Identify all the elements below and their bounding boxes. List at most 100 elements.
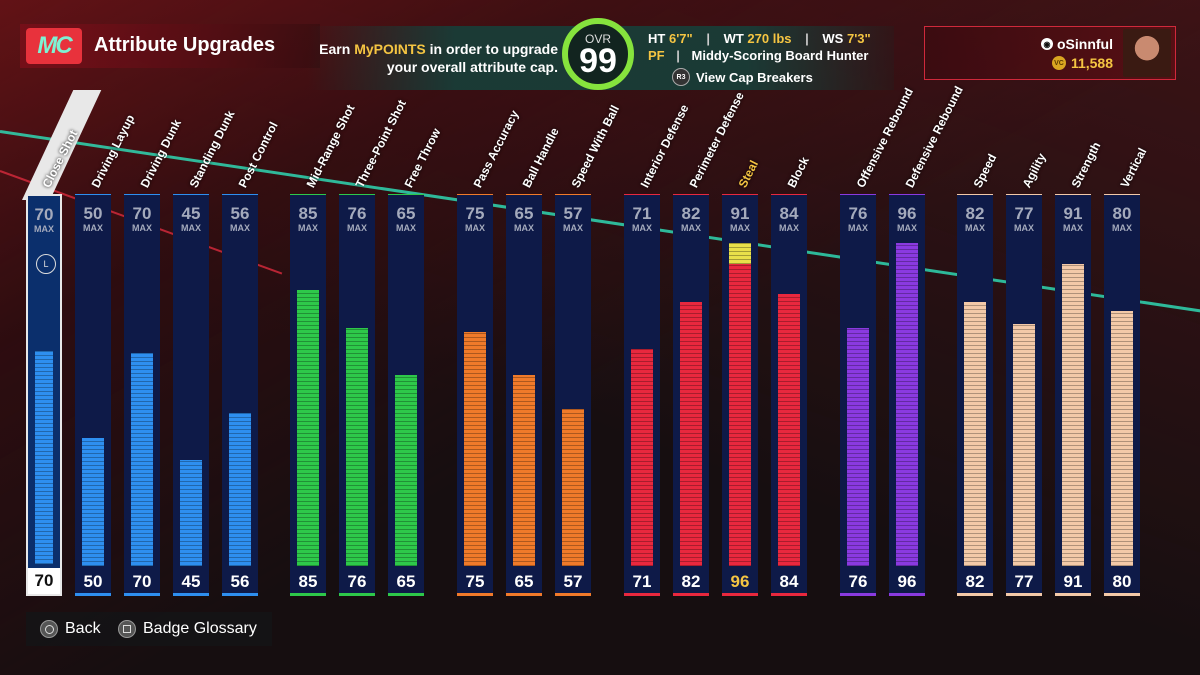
attribute-bar-free-throw[interactable]: 65 MAX 65 [388,194,424,596]
attribute-cap: 76 [347,204,367,223]
attribute-fill [346,328,368,566]
vc-row: VC 11,588 [1051,55,1113,71]
attribute-bar-steal[interactable]: 91 MAX 96 [722,194,758,596]
attribute-boost [729,243,751,264]
max-label: MAX [514,223,534,233]
attribute-fill [229,413,251,566]
vc-balance: 11,588 [1070,55,1113,71]
max-label: MAX [181,223,201,233]
attribute-bar-pass-accuracy[interactable]: 75 MAX 75 [457,194,493,596]
ws-value: 7'3" [846,31,871,46]
attribute-fill [131,353,153,566]
group-underline [771,593,807,596]
attribute-bar-agility[interactable]: 77 MAX 77 [1006,194,1042,596]
attribute-fill [1111,311,1133,566]
attribute-fill [847,328,869,566]
attribute-cap: 45 [181,204,201,223]
badge-glossary-button[interactable]: Badge Glossary [118,620,257,638]
attribute-cap: 57 [563,204,583,223]
group-underline [722,593,758,596]
attribute-label: Block [784,154,812,190]
attribute-fill [35,351,53,564]
max-label: MAX [298,223,318,233]
attribute-bar-close-shot[interactable]: 70 MAX L 70 [26,194,62,596]
attribute-bar-perimeter-defense[interactable]: 82 MAX 82 [673,194,709,596]
attribute-bar-interior-defense[interactable]: 71 MAX 71 [624,194,660,596]
attribute-fill [562,409,584,566]
attribute-bar-post-control[interactable]: 56 MAX 56 [222,194,258,596]
max-label: MAX [1063,223,1083,233]
username-row: ◉ oSinnful [1041,36,1113,52]
attribute-cap: 65 [396,204,416,223]
view-cap-breakers-button[interactable]: R3 View Cap Breakers [672,68,813,86]
attribute-cap: 56 [230,204,250,223]
circle-button-icon [40,620,58,638]
max-label: MAX [681,223,701,233]
attribute-value: 96 [730,572,750,591]
attribute-fill [1013,324,1035,566]
attribute-bar-defensive-rebound[interactable]: 96 MAX 96 [889,194,925,596]
attribute-label: Pass Accuracy [470,107,522,190]
wt-value: 270 lbs [747,31,792,46]
max-label: MAX [1014,223,1034,233]
max-label: MAX [465,223,485,233]
group-underline [290,593,326,596]
back-button[interactable]: Back [40,620,101,638]
attribute-value: 65 [396,572,416,591]
attribute-value: 82 [681,572,701,591]
attribute-label: Defensive Rebound [902,83,966,190]
attribute-value: 96 [897,572,917,591]
attribute-value: 56 [230,572,250,591]
attribute-label: Agility [1019,150,1049,190]
attribute-value: 85 [298,572,318,591]
attribute-cap: 65 [514,204,534,223]
attribute-fill [395,375,417,566]
attribute-bar-offensive-rebound[interactable]: 76 MAX 76 [840,194,876,596]
attribute-fill [513,375,535,566]
square-button-icon [118,620,136,638]
max-label: MAX [230,223,250,233]
attribute-label: Standing Dunk [186,108,238,190]
username: oSinnful [1057,36,1113,52]
attribute-cap: 77 [1014,204,1034,223]
group-underline [222,593,258,596]
attribute-bar-block[interactable]: 84 MAX 84 [771,194,807,596]
attribute-value: 80 [1112,572,1132,591]
attribute-bar-speed[interactable]: 82 MAX 82 [957,194,993,596]
attribute-label: Mid-Range Shot [303,102,358,190]
attribute-bar-driving-layup[interactable]: 50 MAX 50 [75,194,111,596]
group-underline [457,593,493,596]
attribute-bar-speed-with-ball[interactable]: 57 MAX 57 [555,194,591,596]
promo-suffix: in order to upgrade [425,41,558,57]
attribute-label: Ball Handle [519,125,562,190]
attribute-label: Perimeter Defense [686,89,747,190]
attribute-label: Strength [1068,139,1104,190]
attribute-bar-ball-handle[interactable]: 65 MAX 65 [506,194,542,596]
attribute-cap: 70 [132,204,152,223]
attribute-value: 91 [1063,572,1083,591]
attribute-bar-driving-dunk[interactable]: 70 MAX 70 [124,194,160,596]
attribute-fill [82,438,104,566]
attribute-bar-standing-dunk[interactable]: 45 MAX 45 [173,194,209,596]
ht-value: 6'7" [668,31,693,46]
attribute-value: 70 [28,568,60,594]
mycareer-logo: MC [26,28,82,64]
attribute-value: 45 [181,572,201,591]
ws-label: WS [822,31,844,46]
attribute-label: Post Control [235,119,281,190]
attribute-bar-three-point-shot[interactable]: 76 MAX 76 [339,194,375,596]
group-underline [889,593,925,596]
promo-text: Earn MyPOINTS in order to upgrade your o… [318,40,558,76]
group-underline [506,593,542,596]
attribute-value: 75 [465,572,485,591]
attribute-value: 57 [563,572,583,591]
attribute-bar-strength[interactable]: 91 MAX 91 [1055,194,1091,596]
max-label: MAX [396,223,416,233]
attribute-value: 65 [514,572,534,591]
max-label: MAX [897,223,917,233]
max-label: MAX [632,223,652,233]
attribute-bar-mid-range-shot[interactable]: 85 MAX 85 [290,194,326,596]
group-underline [840,593,876,596]
attribute-value: 50 [83,572,103,591]
attribute-bar-vertical[interactable]: 80 MAX 80 [1104,194,1140,596]
